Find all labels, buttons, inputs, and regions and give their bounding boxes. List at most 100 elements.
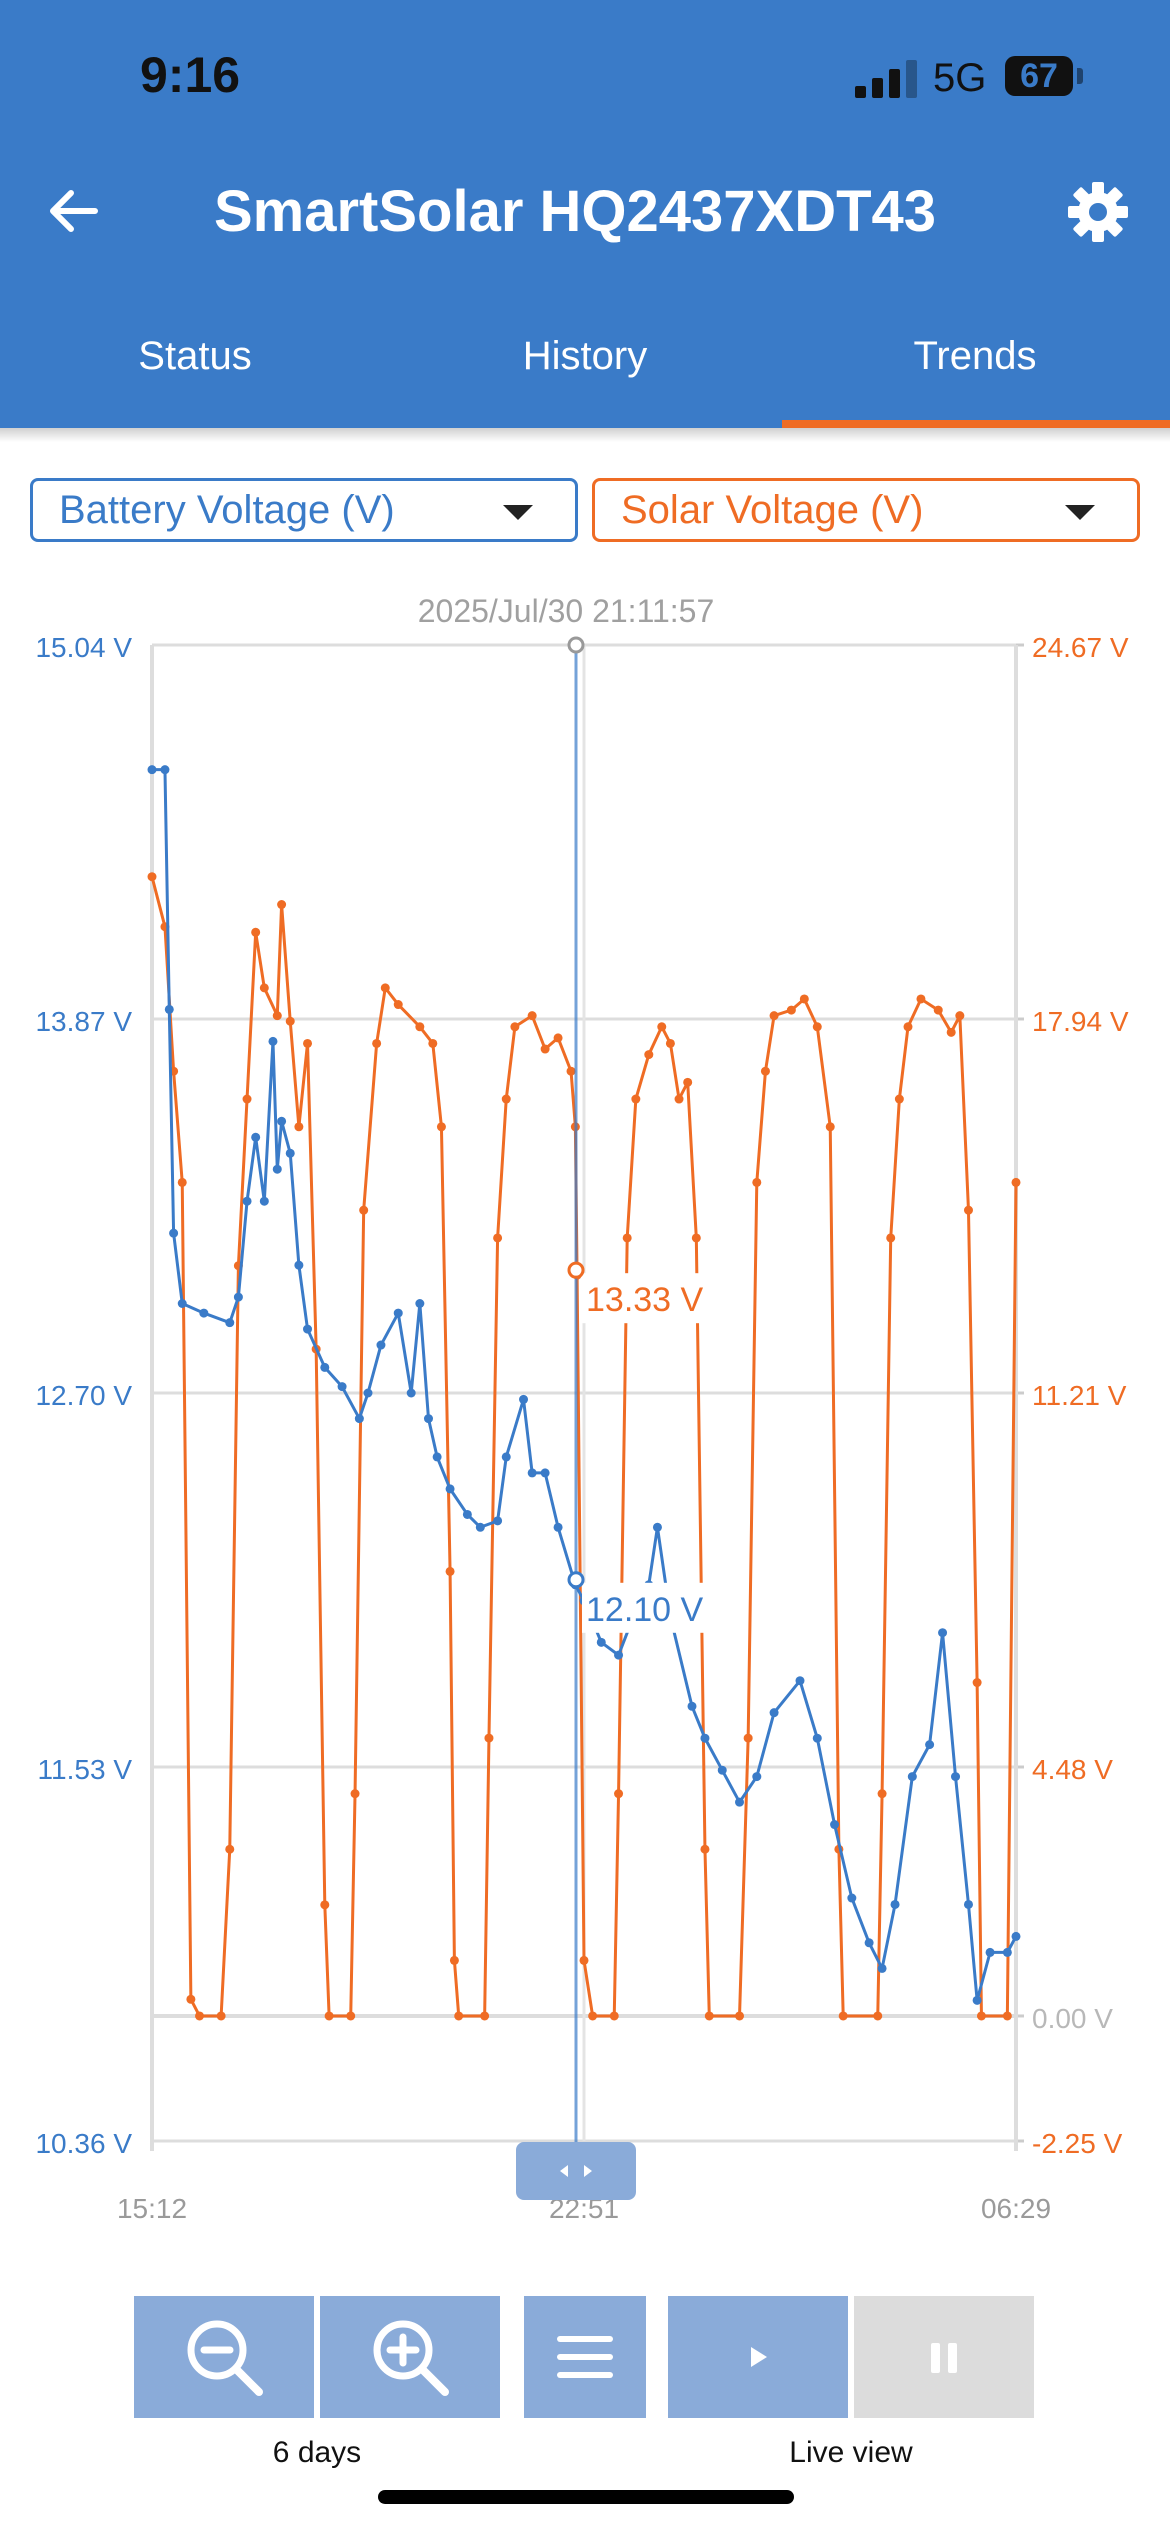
data-point	[164, 1004, 174, 1014]
data-point	[700, 1844, 710, 1854]
pause-icon	[931, 2343, 957, 2373]
data-point	[752, 1177, 762, 1187]
play-button[interactable]	[668, 2296, 848, 2418]
data-point	[527, 1468, 537, 1478]
data-point	[259, 983, 269, 993]
data-point	[415, 1298, 425, 1308]
data-point	[665, 1038, 675, 1048]
menu-icon	[557, 2336, 613, 2378]
battery-tip	[1077, 68, 1083, 84]
back-button[interactable]	[38, 176, 108, 246]
cursor-drag-handle[interactable]	[516, 2142, 636, 2200]
right-series-value: Solar Voltage (V)	[621, 488, 924, 532]
solar-label-bg	[582, 1273, 716, 1324]
trends-chart[interactable]: 15.04 V 13.87 V 12.70 V 11.53 V 10.36 V 24.67…	[0, 580, 1170, 2240]
data-point	[363, 1388, 373, 1398]
right-axis-tick-label: 11.21 V	[1032, 1380, 1127, 1411]
data-point	[674, 1094, 684, 1104]
data-point	[687, 1701, 697, 1711]
data-point	[579, 1955, 589, 1965]
data-point	[890, 1899, 900, 1909]
data-point	[484, 1733, 494, 1743]
battery-icon: 67	[1005, 56, 1073, 96]
data-point	[1011, 1177, 1021, 1187]
data-point	[501, 1452, 511, 1462]
zoom-out-icon	[187, 2320, 263, 2396]
solar-cursor-point	[567, 1261, 585, 1279]
data-point	[622, 1233, 632, 1243]
battery-label-bg	[582, 1582, 712, 1633]
series-line	[150, 876, 1018, 2018]
data-point	[160, 765, 170, 775]
data-point	[493, 1233, 503, 1243]
data-point	[795, 1676, 805, 1686]
tab-trends[interactable]: Trends	[913, 334, 1037, 378]
data-point	[938, 1628, 948, 1638]
data-point	[553, 1033, 563, 1043]
data-point	[285, 1148, 295, 1158]
page-title: SmartSolar HQ2437XDT43	[213, 179, 937, 244]
data-point	[652, 1522, 662, 1532]
status-bar: 9:16 5G 67	[0, 0, 1170, 150]
data-point	[242, 1196, 252, 1206]
zoom-out-button[interactable]	[134, 2296, 314, 2418]
data-point	[933, 1005, 943, 1015]
data-point	[847, 1893, 857, 1903]
tab-status[interactable]: Status	[138, 334, 252, 378]
chart-cursor[interactable]: 2025/Jul/30 21:11:57 13.33 V 12.10 V	[418, 593, 716, 2200]
left-axis-tick-label: 11.53 V	[38, 1754, 133, 1785]
left-axis-tick-label: 15.04 V	[35, 632, 132, 663]
data-point	[259, 1196, 269, 1206]
header-shadow	[0, 428, 1170, 442]
left-series-select[interactable]: Battery Voltage (V)	[30, 478, 578, 542]
data-point	[199, 1308, 209, 1318]
data-point	[372, 1038, 382, 1048]
data-point	[769, 1011, 779, 1021]
data-point	[233, 1292, 243, 1302]
data-point	[903, 1022, 913, 1032]
pause-button[interactable]	[854, 2296, 1034, 2418]
data-point	[432, 1452, 442, 1462]
data-point	[216, 2011, 226, 2021]
play-icon	[751, 2347, 767, 2367]
data-point	[493, 1516, 503, 1526]
x-axis-tick-label: 15:12	[117, 2193, 187, 2224]
left-axis-tick-label: 13.87 V	[35, 1006, 132, 1037]
data-point	[423, 1414, 433, 1424]
zoom-in-button[interactable]	[320, 2296, 500, 2418]
data-point	[553, 1522, 563, 1532]
data-point	[359, 1205, 369, 1215]
data-point	[1002, 2011, 1012, 2021]
data-point	[963, 1899, 973, 1909]
data-point	[972, 1678, 982, 1688]
data-point	[873, 2011, 883, 2021]
right-series-select[interactable]: Solar Voltage (V)	[592, 478, 1140, 542]
dropdown-arrow-icon	[1065, 505, 1095, 520]
status-time: 9:16	[140, 47, 241, 103]
settings-button[interactable]	[1060, 174, 1136, 250]
right-axis-tick-label: -2.25 V	[1032, 2128, 1123, 2159]
data-point	[428, 1038, 438, 1048]
solar-cursor-value: 13.33 V	[586, 1281, 704, 1319]
solar-voltage-series	[147, 872, 1021, 2021]
data-point	[337, 1382, 347, 1392]
tab-history[interactable]: History	[522, 334, 648, 378]
left-series-value: Battery Voltage (V)	[59, 488, 395, 532]
data-point	[324, 2011, 334, 2021]
data-point	[769, 1708, 779, 1718]
left-axis-tick-label: 12.70 V	[35, 1380, 132, 1411]
data-point	[644, 1050, 654, 1060]
home-indicator	[378, 2490, 794, 2504]
data-point	[320, 1900, 330, 1910]
live-view-label: Live view	[789, 2436, 913, 2469]
data-point	[449, 1955, 459, 1965]
data-point	[346, 2011, 356, 2021]
data-point	[657, 1022, 667, 1032]
data-point	[225, 1318, 235, 1328]
data-point	[963, 1205, 973, 1215]
menu-button[interactable]	[524, 2296, 646, 2418]
cellular-signal-icon	[855, 60, 919, 98]
data-point	[704, 2011, 714, 2021]
data-point	[743, 1733, 753, 1743]
data-point	[830, 1820, 840, 1830]
